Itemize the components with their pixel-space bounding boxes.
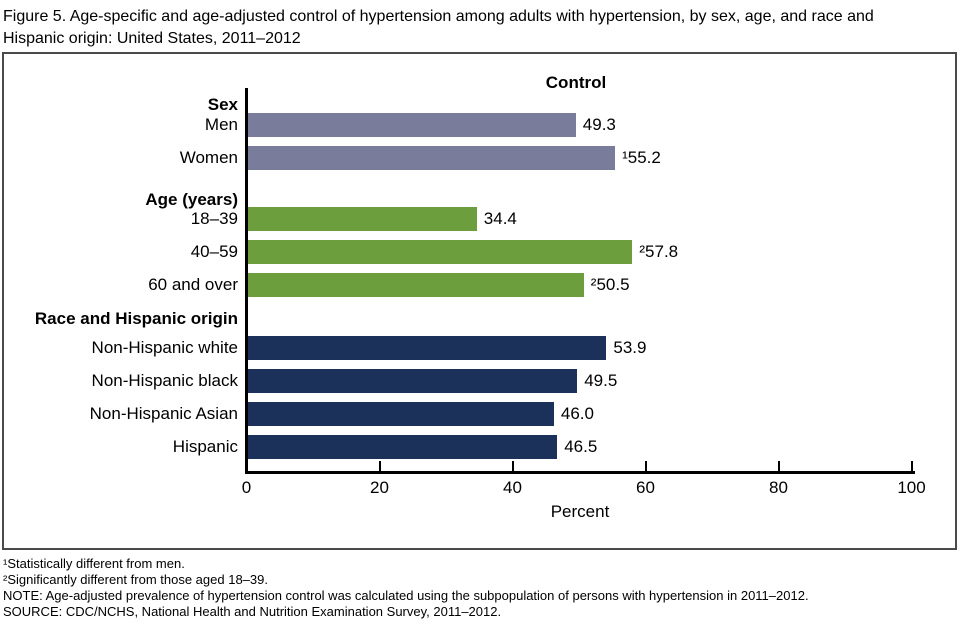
x-axis-tick-label: 40 xyxy=(503,478,522,497)
x-axis-tick-label: 100 xyxy=(897,478,926,497)
bar-category-label: Non-Hispanic white xyxy=(91,338,238,357)
bar-category-label: Non-Hispanic black xyxy=(91,371,238,390)
bar-value-label: 49.3 xyxy=(582,115,616,134)
bar xyxy=(248,240,633,264)
bar-value-label: 53.9 xyxy=(613,338,647,357)
x-axis-tick xyxy=(378,461,381,471)
x-axis-label: Percent xyxy=(550,502,610,521)
x-axis-line xyxy=(245,471,915,474)
bar-value-label: ²57.8 xyxy=(639,242,679,261)
footnote-note: NOTE: Age-adjusted prevalence of hyperte… xyxy=(3,588,809,603)
x-axis-tick xyxy=(511,461,514,471)
bar-category-label: 60 and over xyxy=(148,275,238,294)
bar-value-label: ¹55.2 xyxy=(622,148,661,167)
chart-panel: Control Sex Men 49.3 Women ¹55.2 Age (years) 1… xyxy=(2,52,957,550)
bar-category-label: 18–39 xyxy=(190,209,238,228)
x-axis-tick-label: 20 xyxy=(370,478,389,497)
x-axis-tick-label: 0 xyxy=(241,478,252,497)
bar xyxy=(248,435,558,459)
footnote-2: ²Significantly different from those aged… xyxy=(3,572,268,587)
x-axis-tick xyxy=(644,461,647,471)
figure-title: Figure 5. Age-specific and age-adjusted … xyxy=(3,8,874,47)
x-axis-tick xyxy=(777,461,780,471)
bar-value-label: 46.0 xyxy=(560,404,594,423)
bar xyxy=(248,402,554,426)
bar xyxy=(248,336,607,360)
footnote-1: ¹Statistically different from men. xyxy=(3,556,185,571)
bar xyxy=(248,369,578,393)
bar-category-label: 40–59 xyxy=(190,242,238,261)
bar-category-label: Men xyxy=(204,115,238,134)
group-header: Race and Hispanic origin xyxy=(34,309,238,328)
bar-category-label: Women xyxy=(179,148,238,167)
bar-category-label: Hispanic xyxy=(172,437,238,456)
bar-value-label: 46.5 xyxy=(564,437,598,456)
group-header: Age (years) xyxy=(145,190,238,209)
footnotes: ¹Statistically different from men. ²Sign… xyxy=(3,556,953,620)
bar-value-label: 49.5 xyxy=(584,371,618,390)
bar-value-label: ²50.5 xyxy=(590,275,630,294)
chart-column-header: Control xyxy=(545,73,607,92)
bar xyxy=(248,146,616,170)
x-axis-tick-label: 60 xyxy=(636,478,655,497)
group-header: Sex xyxy=(207,95,238,114)
x-axis-tick xyxy=(910,461,913,471)
bar xyxy=(248,113,576,137)
y-axis-line xyxy=(245,88,248,474)
bar xyxy=(248,273,584,297)
x-axis-tick xyxy=(245,461,248,471)
bar-category-label: Non-Hispanic Asian xyxy=(89,404,238,423)
bar xyxy=(248,207,477,231)
footnote-source: SOURCE: CDC/NCHS, National Health and Nu… xyxy=(3,604,502,619)
bar-value-label: 34.4 xyxy=(483,209,517,228)
x-axis-tick-label: 80 xyxy=(769,478,788,497)
